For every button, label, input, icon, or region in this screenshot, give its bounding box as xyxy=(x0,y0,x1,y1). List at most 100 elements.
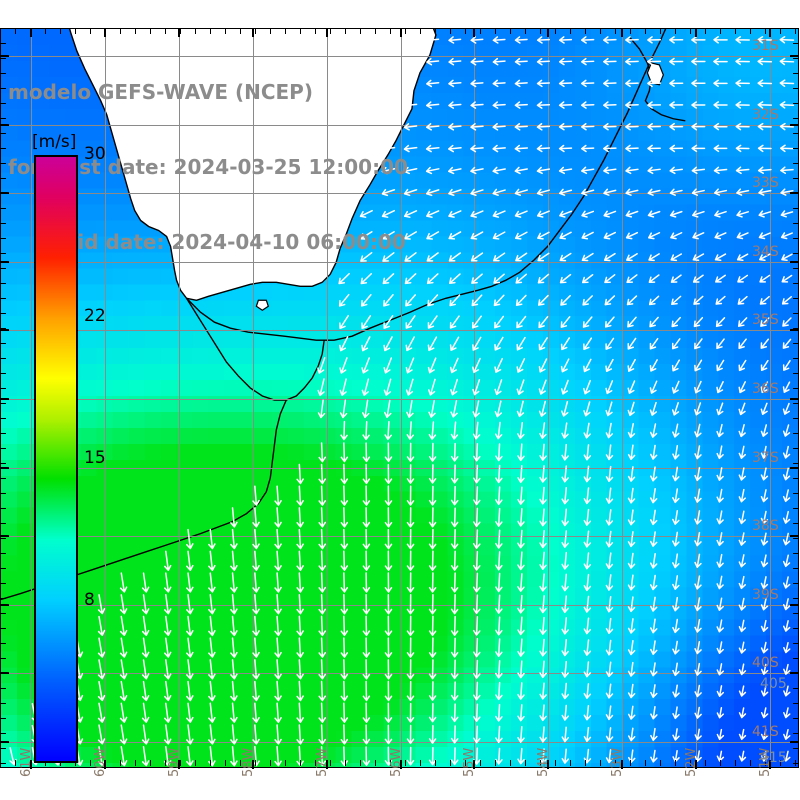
tick-mark xyxy=(150,28,151,34)
header-model-line: modelo GEFS-WAVE (NCEP) xyxy=(8,80,313,104)
major-tick xyxy=(400,28,402,37)
major-tick xyxy=(30,760,32,769)
major-tick xyxy=(790,124,799,126)
tick-mark xyxy=(0,313,6,314)
major-tick xyxy=(621,760,623,769)
rio-de-la-plata-shoreline xyxy=(186,29,667,341)
major-tick xyxy=(0,604,9,606)
header-forecast-line: forecast date: 2024-03-25 12:00:00 xyxy=(8,155,408,179)
tick-mark xyxy=(75,28,76,34)
tick-mark xyxy=(793,553,799,554)
tick-mark xyxy=(0,253,6,254)
brazil-coast-detail xyxy=(628,36,686,122)
tick-mark xyxy=(120,760,121,766)
major-tick xyxy=(326,28,328,37)
tick-mark xyxy=(793,763,799,764)
major-tick xyxy=(0,672,9,674)
tick-mark xyxy=(720,760,721,766)
colorbar-units-label: [m/s] xyxy=(32,132,77,152)
tick-mark xyxy=(780,760,781,766)
tick-mark xyxy=(0,133,6,134)
major-tick xyxy=(547,760,549,769)
major-tick xyxy=(790,467,799,469)
major-tick xyxy=(790,192,799,194)
major-tick xyxy=(790,329,799,331)
tick-mark xyxy=(0,418,6,419)
major-tick xyxy=(769,760,771,769)
tick-mark xyxy=(570,760,571,766)
tick-mark xyxy=(270,760,271,766)
major-tick xyxy=(178,28,180,37)
tick-mark xyxy=(793,43,799,44)
tick-mark xyxy=(0,553,6,554)
lon-label-53W: 53W xyxy=(610,747,625,777)
tick-mark xyxy=(793,523,799,524)
tick-mark xyxy=(0,508,6,509)
tick-mark xyxy=(0,163,6,164)
tick-mark xyxy=(600,28,601,34)
tick-mark xyxy=(0,358,6,359)
tick-mark xyxy=(15,28,16,34)
tick-mark xyxy=(465,28,466,34)
colorbar-tick-22: 22 xyxy=(84,306,106,327)
tick-mark xyxy=(793,178,799,179)
tick-mark xyxy=(195,28,196,34)
tick-mark xyxy=(45,28,46,34)
lon-label-59W: 59W xyxy=(167,747,182,777)
tick-mark xyxy=(793,583,799,584)
tick-mark xyxy=(793,508,799,509)
tick-mark xyxy=(793,283,799,284)
tick-mark xyxy=(793,598,799,599)
tick-mark xyxy=(0,733,6,734)
tick-mark xyxy=(690,28,691,34)
tick-mark xyxy=(360,760,361,766)
colorbar-tick-15: 15 xyxy=(84,448,106,468)
tick-mark xyxy=(405,28,406,34)
major-tick xyxy=(400,760,402,769)
tick-mark xyxy=(793,148,799,149)
tick-mark xyxy=(793,568,799,569)
tick-mark xyxy=(0,178,6,179)
tick-mark xyxy=(375,760,376,766)
tick-mark xyxy=(720,28,721,34)
tick-mark xyxy=(60,28,61,34)
lon-label-58W: 58W xyxy=(241,747,256,777)
ruler-right xyxy=(790,28,799,768)
tick-mark xyxy=(585,760,586,766)
major-tick xyxy=(178,760,180,769)
tick-mark xyxy=(630,760,631,766)
colorbar-tick-8: 8 xyxy=(84,589,95,610)
major-tick xyxy=(326,760,328,769)
lon-label-61W: 61W xyxy=(19,747,34,777)
major-tick xyxy=(0,124,9,126)
tick-mark xyxy=(793,58,799,59)
tick-mark xyxy=(793,478,799,479)
tick-mark xyxy=(630,28,631,34)
map-header: modelo GEFS-WAVE (NCEP) forecast date: 2… xyxy=(0,30,520,305)
tick-mark xyxy=(0,118,6,119)
tick-mark xyxy=(555,760,556,766)
tick-mark xyxy=(345,760,346,766)
tick-mark xyxy=(793,748,799,749)
tick-mark xyxy=(300,760,301,766)
tick-mark xyxy=(330,760,331,766)
land-polygon xyxy=(68,29,437,301)
ruler-bottom xyxy=(0,760,799,769)
lat-label-35S: 35S xyxy=(752,312,779,328)
lat-label-39S: 39S xyxy=(752,587,779,603)
tick-mark xyxy=(765,28,766,34)
ruler-top xyxy=(0,28,799,37)
lon-label-60W: 60W xyxy=(93,747,108,777)
tick-mark xyxy=(765,760,766,766)
tick-mark xyxy=(525,28,526,34)
major-tick xyxy=(30,28,32,37)
tick-mark xyxy=(793,343,799,344)
tick-mark xyxy=(45,760,46,766)
tick-mark xyxy=(285,760,286,766)
tick-mark xyxy=(793,448,799,449)
tick-mark xyxy=(0,568,6,569)
tick-mark xyxy=(345,28,346,34)
major-tick xyxy=(790,672,799,674)
tick-mark xyxy=(420,760,421,766)
lat-label-37S: 37S xyxy=(752,450,779,466)
